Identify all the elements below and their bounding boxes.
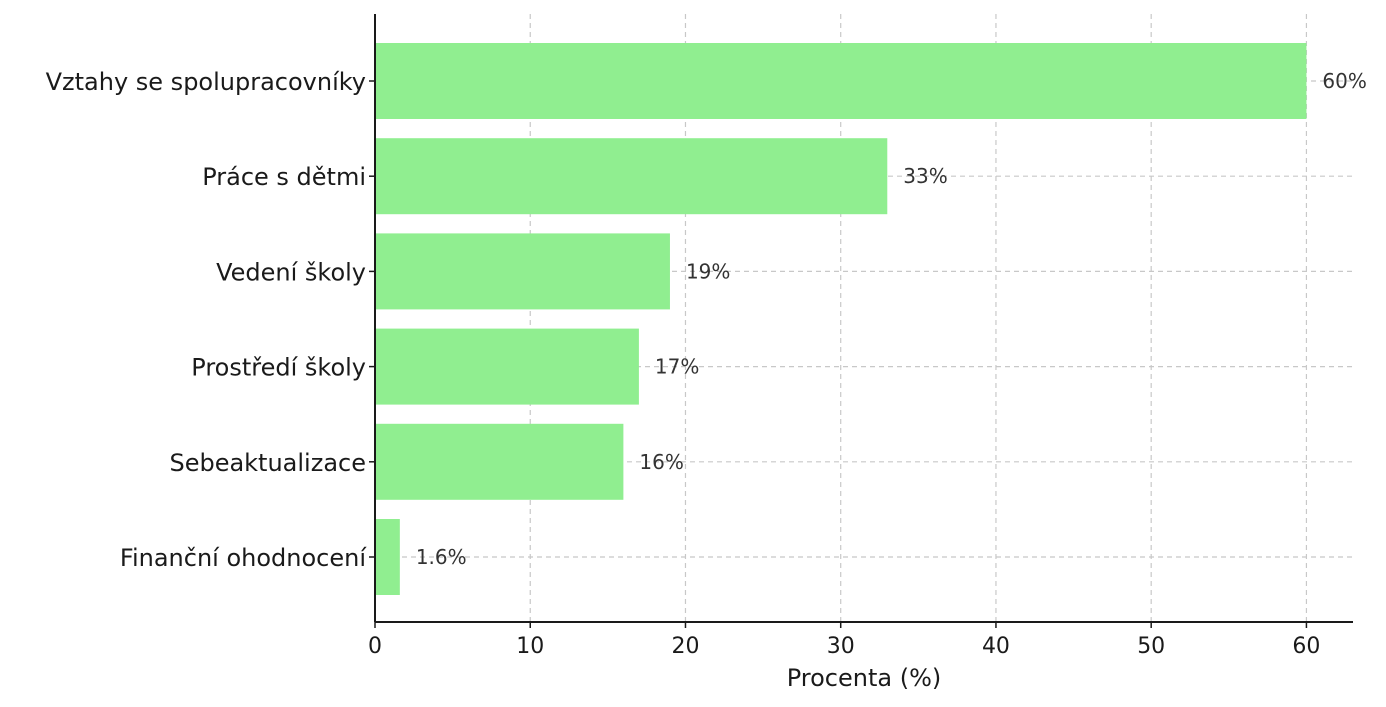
data-label: 33% — [903, 164, 947, 188]
x-tick-label: 50 — [1137, 634, 1165, 659]
x-axis-ticks: 0 10 20 30 40 50 60 — [368, 80, 1320, 659]
data-label: 17% — [655, 355, 699, 379]
category-label: Sebeaktualizace — [169, 449, 366, 477]
data-labels: 60% 33% 19% 17% 16% 1.6% — [416, 69, 1367, 569]
category-label: Prostředí školy — [191, 354, 366, 382]
category-label: Vedení školy — [216, 258, 366, 286]
bars — [375, 43, 1307, 595]
x-tick-label: 60 — [1292, 634, 1320, 659]
bar — [375, 138, 888, 215]
bar — [375, 233, 670, 310]
data-label: 1.6% — [416, 545, 467, 569]
x-tick-label: 10 — [516, 634, 544, 659]
bar — [375, 519, 400, 595]
category-label: Vztahy se spolupracovníky — [46, 68, 366, 96]
bar — [375, 328, 639, 405]
x-axis-title: Procenta (%) — [787, 664, 942, 692]
x-tick-label: 20 — [671, 634, 699, 659]
bar — [375, 43, 1307, 119]
category-label: Finanční ohodnocení — [120, 544, 367, 572]
axes — [374, 14, 1353, 623]
data-label: 60% — [1322, 69, 1366, 93]
category-label: Práce s dětmi — [202, 163, 366, 191]
x-tick-label: 30 — [827, 634, 855, 659]
category-labels: Vztahy se spolupracovníky Práce s dětmi Ve… — [46, 68, 368, 572]
data-label: 16% — [639, 450, 683, 474]
x-tick-label: 40 — [982, 634, 1010, 659]
data-label: 19% — [686, 259, 730, 283]
bar — [375, 423, 624, 500]
x-tick-label: 0 — [368, 634, 382, 659]
